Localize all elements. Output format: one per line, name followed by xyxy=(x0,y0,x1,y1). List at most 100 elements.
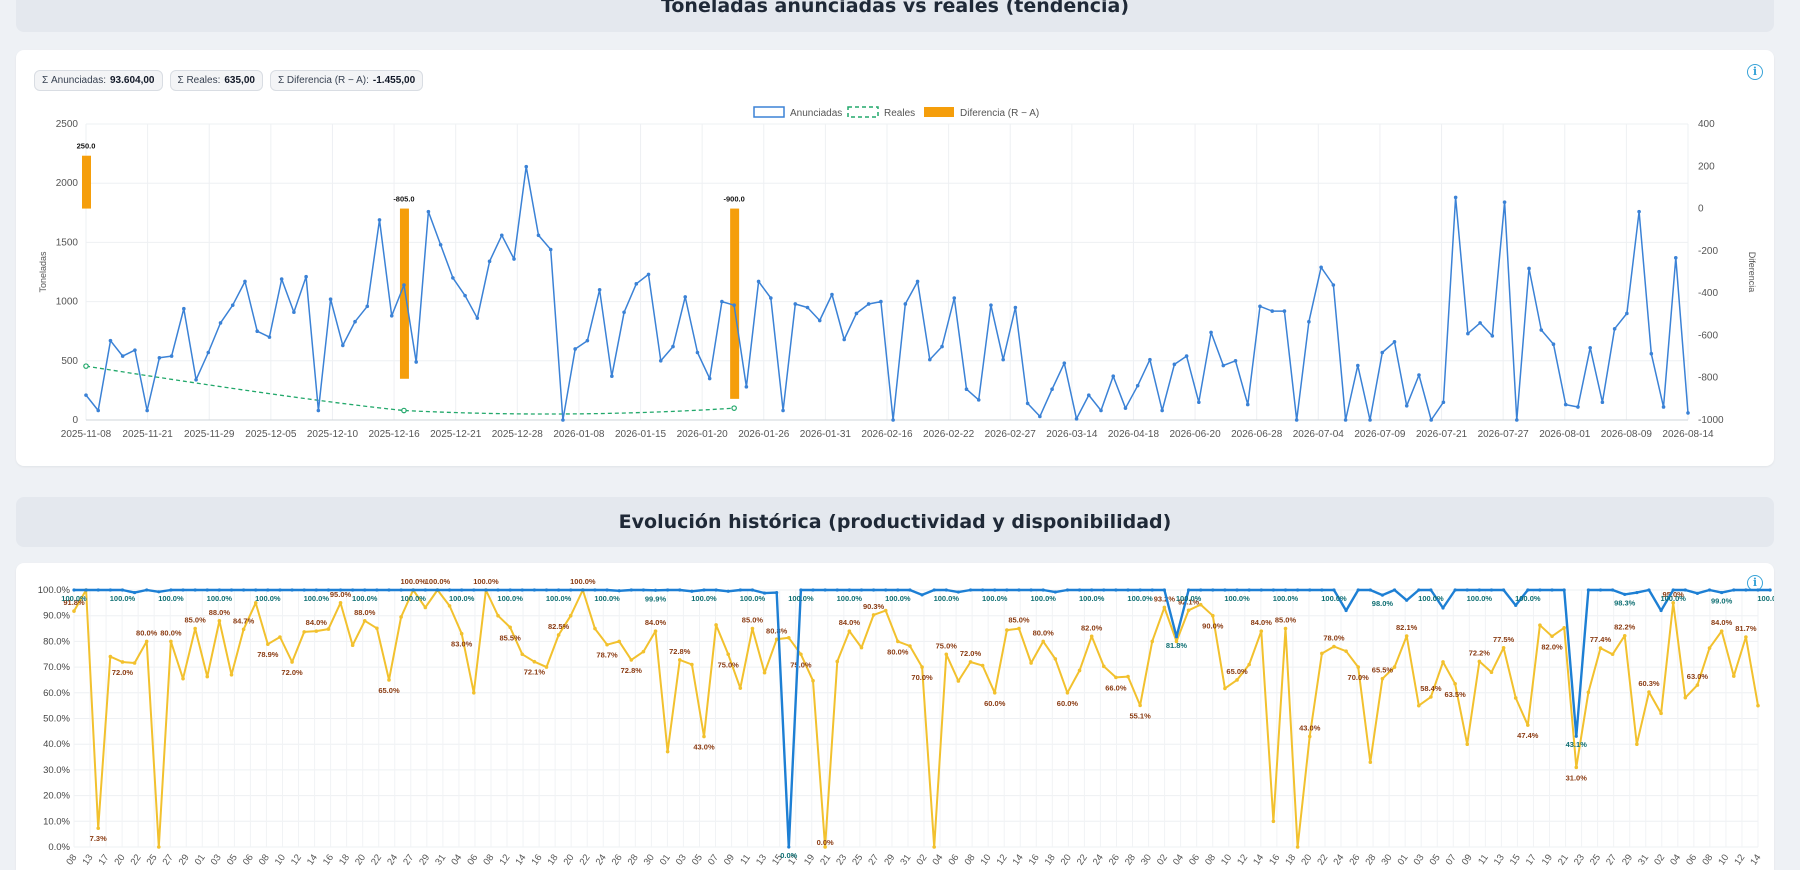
productividad-data-label: 75.0% xyxy=(718,660,740,669)
x-tick-label: 2026-04-18 xyxy=(1108,429,1160,440)
x-tick-label: 07 xyxy=(1444,852,1459,867)
disponibilidad-point xyxy=(1332,588,1336,592)
disponibilidad-point xyxy=(1211,588,1215,592)
anunciadas-point xyxy=(964,387,969,392)
diferencia-data-label: -900.0 xyxy=(723,195,744,204)
reales-point xyxy=(731,405,737,411)
productividad-point xyxy=(883,608,888,613)
disponibilidad-data-label: 100.0% xyxy=(1273,594,1299,603)
disponibilidad-point xyxy=(1405,598,1409,602)
x-tick-label: 10 xyxy=(273,852,288,867)
productividad-point xyxy=(290,660,294,664)
anunciadas-point xyxy=(732,303,736,307)
anunciadas-point xyxy=(1478,321,1482,325)
anunciadas-point xyxy=(1490,334,1495,338)
anunciadas-point xyxy=(646,272,651,277)
x-tick-label: 24 xyxy=(385,852,400,867)
y-tick-label: 1500 xyxy=(56,237,79,248)
productividad-data-label: 84.0% xyxy=(1711,618,1733,627)
productividad-point xyxy=(387,678,391,682)
disponibilidad-point xyxy=(72,588,76,592)
disponibilidad-point xyxy=(411,588,415,592)
x-tick-label: 30 xyxy=(1139,852,1154,867)
x-tick-label: 12 xyxy=(497,852,512,867)
disponibilidad-data-label: 100.0% xyxy=(449,594,475,603)
disponibilidad-data-label: 100.0% xyxy=(1321,594,1347,603)
productividad-point xyxy=(1271,819,1276,824)
disponibilidad-data-label: 100.0% xyxy=(982,594,1008,603)
disponibilidad-point xyxy=(1077,588,1082,592)
productividad-data-label: 85.0% xyxy=(742,616,764,625)
disponibilidad-point xyxy=(1477,588,1481,592)
productividad-data-label: 72.8% xyxy=(621,666,643,675)
productividad-point xyxy=(1211,613,1215,618)
x-tick-label: 30 xyxy=(642,852,657,867)
x-tick-label: 16 xyxy=(529,852,544,867)
x-tick-label: 27 xyxy=(161,852,176,867)
productividad-point xyxy=(1404,634,1409,638)
productividad-data-label: 80.0% xyxy=(887,647,909,656)
disponibilidad-point xyxy=(641,588,646,592)
anunciadas-point xyxy=(1563,402,1568,407)
productividad-data-label: 84.0% xyxy=(306,618,328,627)
stat-anunciadas: Σ Anunciadas: 93.604,00 xyxy=(34,70,163,91)
productividad-point xyxy=(96,826,101,831)
y-tick-label: 1000 xyxy=(56,297,79,308)
anunciadas-point xyxy=(744,385,749,389)
disponibilidad-point xyxy=(1647,588,1651,592)
anunciadas-point xyxy=(854,311,859,316)
disponibilidad-point xyxy=(1611,588,1615,592)
productividad-data-label: 78.7% xyxy=(596,651,618,660)
disponibilidad-point xyxy=(1283,588,1288,592)
disponibilidad-point xyxy=(617,589,621,593)
x-tick-label: 2026-02-27 xyxy=(985,429,1037,440)
x-tick-label: 29 xyxy=(177,852,192,867)
disponibilidad-point xyxy=(993,588,997,592)
disponibilidad-point xyxy=(859,588,864,592)
disponibilidad-data-label: 100.0% xyxy=(788,594,814,603)
legend-label: Reales xyxy=(884,108,915,119)
productividad-point xyxy=(641,649,646,654)
productividad-point xyxy=(605,642,609,647)
x-tick-label: 04 xyxy=(930,852,945,867)
disponibilidad-point xyxy=(1623,592,1627,596)
disponibilidad-point xyxy=(811,588,815,592)
disponibilidad-point xyxy=(981,588,985,592)
productividad-point xyxy=(1077,668,1082,673)
disponibilidad-point xyxy=(1199,588,1203,592)
productividad-point xyxy=(738,686,743,690)
productividad-point xyxy=(726,652,731,657)
disponibilidad-point xyxy=(1174,635,1179,639)
productividad-point xyxy=(447,604,452,608)
anunciadas-point xyxy=(157,356,162,360)
disponibilidad-data-label: 100.0% xyxy=(837,594,863,603)
disponibilidad-point xyxy=(1356,588,1360,592)
diferencia-bar xyxy=(399,208,409,379)
productividad-point xyxy=(181,676,185,681)
diferencia-data-label: -805.0 xyxy=(393,195,414,204)
disponibilidad-point xyxy=(278,588,282,592)
anunciadas-point xyxy=(1453,195,1458,200)
anunciadas-point xyxy=(634,282,639,286)
y-tick-label: 60.0% xyxy=(43,688,70,699)
y-tick-label: 0.0% xyxy=(48,842,70,853)
disponibilidad-point xyxy=(132,590,137,595)
anunciadas-point xyxy=(928,357,932,362)
info-icon[interactable]: i xyxy=(1747,64,1763,80)
productividad-point xyxy=(956,679,961,683)
x-tick-label: 2026-08-01 xyxy=(1539,429,1591,440)
disponibilidad-data-label: 99.0% xyxy=(1711,597,1733,606)
x-tick-label: 01 xyxy=(1396,852,1411,867)
anunciadas-point xyxy=(622,310,626,315)
disponibilidad-point xyxy=(678,588,682,592)
disponibilidad-data-label: 100.0% xyxy=(1757,594,1774,603)
disponibilidad-point xyxy=(205,588,209,592)
x-tick-label: 08 xyxy=(1700,852,1715,867)
productividad-data-label: 88.0% xyxy=(354,608,376,617)
disponibilidad-point xyxy=(1271,588,1275,592)
productividad-data-label: 72.8% xyxy=(669,647,691,656)
anunciadas-point xyxy=(1074,417,1079,421)
disponibilidad-point xyxy=(375,588,379,592)
x-tick-label: 16 xyxy=(321,852,336,867)
anunciadas-point xyxy=(96,408,101,413)
